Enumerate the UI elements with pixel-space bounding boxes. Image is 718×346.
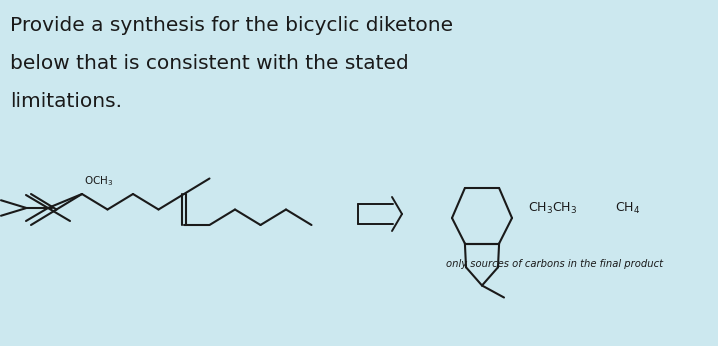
Text: CH$_4$: CH$_4$: [615, 200, 640, 216]
Text: limitations.: limitations.: [10, 92, 122, 111]
Text: CH$_3$CH$_3$: CH$_3$CH$_3$: [528, 200, 577, 216]
Text: OCH$_3$: OCH$_3$: [84, 174, 113, 188]
Text: below that is consistent with the stated: below that is consistent with the stated: [10, 54, 409, 73]
Text: Provide a synthesis for the bicyclic diketone: Provide a synthesis for the bicyclic dik…: [10, 16, 453, 35]
Text: only sources of carbons in the final product: only sources of carbons in the final pro…: [447, 259, 663, 269]
